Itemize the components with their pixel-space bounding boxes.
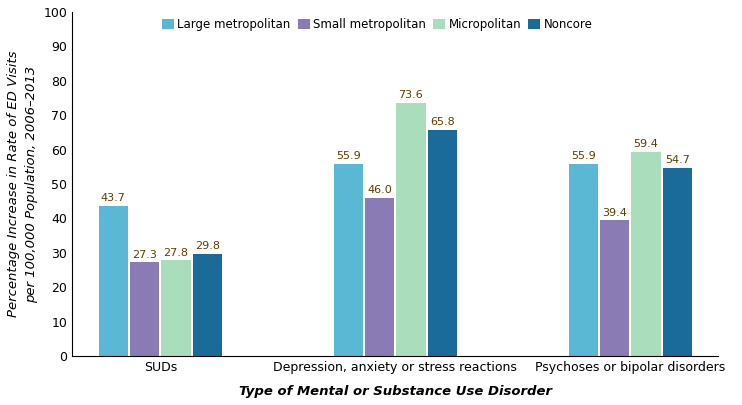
Text: 55.9: 55.9 <box>336 151 361 161</box>
Bar <box>568 164 598 356</box>
Text: 29.8: 29.8 <box>195 241 220 251</box>
Bar <box>193 254 222 356</box>
Bar <box>600 220 629 356</box>
Bar <box>365 198 394 356</box>
Bar <box>99 206 128 356</box>
Text: 59.4: 59.4 <box>634 139 658 149</box>
Bar <box>663 168 692 356</box>
Y-axis label: Percentage Increase in Rate of ED Visits
per 100,000 Population, 2006–2013: Percentage Increase in Rate of ED Visits… <box>7 51 38 317</box>
X-axis label: Type of Mental or Substance Use Disorder: Type of Mental or Substance Use Disorder <box>239 385 552 398</box>
Text: 39.4: 39.4 <box>603 208 627 218</box>
Bar <box>334 164 363 356</box>
Bar <box>396 103 426 356</box>
Text: 27.3: 27.3 <box>132 250 157 260</box>
Bar <box>161 260 191 356</box>
Text: 27.8: 27.8 <box>163 248 188 258</box>
Legend: Large metropolitan, Small metropolitan, Micropolitan, Noncore: Large metropolitan, Small metropolitan, … <box>162 18 592 31</box>
Bar <box>130 262 160 356</box>
Text: 54.7: 54.7 <box>665 156 689 165</box>
Text: 65.8: 65.8 <box>430 117 455 127</box>
Bar <box>631 151 660 356</box>
Text: 73.6: 73.6 <box>398 90 424 100</box>
Bar <box>427 130 457 356</box>
Text: 46.0: 46.0 <box>367 185 392 195</box>
Text: 55.9: 55.9 <box>571 151 596 161</box>
Text: 43.7: 43.7 <box>101 193 126 203</box>
